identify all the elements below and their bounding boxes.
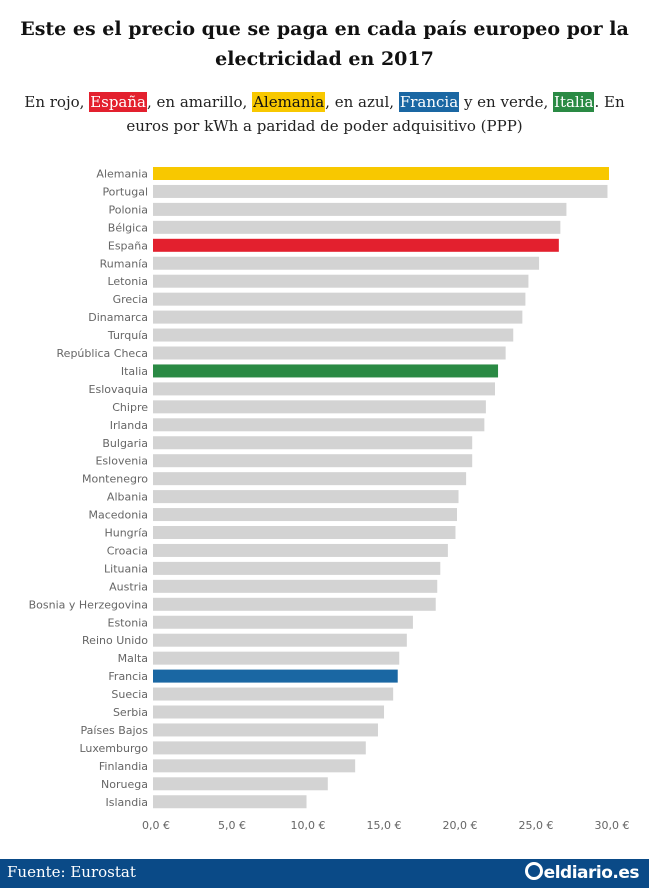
bar[interactable] [153, 705, 385, 719]
x-tick-label: 25,0 € [519, 819, 554, 832]
category-label: Rumanía [100, 257, 148, 270]
category-label: Austria [109, 580, 148, 593]
category-label: Albania [107, 491, 148, 504]
category-label: Islandia [105, 796, 148, 809]
bar[interactable] [153, 346, 506, 360]
subtitle-text-3: , en azul, [325, 93, 399, 111]
chart-title: Este es el precio que se paga en cada pa… [20, 18, 629, 70]
bar[interactable] [153, 202, 567, 216]
bar[interactable] [153, 490, 459, 504]
category-label: Grecia [113, 293, 148, 306]
category-label: Suecia [111, 688, 148, 701]
bar[interactable] [153, 167, 609, 180]
category-label: Italia [121, 365, 148, 378]
logo-text: eldiario.es [543, 863, 640, 883]
category-label: Reino Unido [82, 634, 148, 647]
category-label: Luxemburgo [79, 742, 148, 755]
bar[interactable] [153, 508, 457, 522]
category-label: Serbia [113, 706, 148, 719]
bar[interactable] [153, 382, 495, 396]
legend-france: Francia [398, 92, 460, 112]
bar[interactable] [153, 220, 561, 234]
bar[interactable] [153, 543, 448, 557]
bar[interactable] [153, 472, 467, 486]
category-label: Hungría [104, 527, 148, 540]
bar[interactable] [153, 633, 407, 647]
bar[interactable] [153, 310, 523, 324]
bar[interactable] [153, 364, 499, 378]
bar[interactable] [153, 418, 485, 432]
legend-italy: Italia [553, 92, 595, 112]
bar[interactable] [153, 454, 473, 468]
bar[interactable] [153, 597, 436, 611]
bar[interactable] [153, 400, 486, 414]
bar[interactable] [153, 741, 366, 755]
category-label: Eslovaquia [89, 383, 148, 396]
subtitle-text-5: . En euros por kWh a paridad de poder ad… [126, 93, 625, 135]
category-label: Dinamarca [88, 311, 148, 324]
category-label: Eslovenia [95, 455, 148, 468]
bar[interactable] [153, 777, 328, 791]
bar[interactable] [153, 687, 394, 701]
category-label: Turquía [107, 329, 148, 342]
bar[interactable] [153, 795, 307, 809]
category-label: Bosnia y Herzegovina [29, 598, 148, 611]
subtitle-text-1: En rojo, [24, 93, 90, 111]
logo-icon [524, 862, 543, 880]
chart-subtitle: En rojo, España, en amarillo, Alemania, … [10, 90, 639, 138]
x-tick-label: 30,0 € [595, 819, 630, 832]
bar[interactable] [153, 723, 378, 737]
category-label: Bélgica [108, 221, 148, 234]
category-label: Países Bajos [81, 724, 149, 737]
category-label: Croacia [107, 544, 148, 557]
bar[interactable] [153, 328, 514, 342]
category-label: Irlanda [110, 419, 148, 432]
category-label: Estonia [108, 616, 149, 629]
category-label: Montenegro [82, 473, 148, 486]
bar[interactable] [153, 238, 559, 252]
footer-bar: Fuente: Eurostat eldiario.es [0, 859, 649, 888]
category-label: Polonia [108, 203, 148, 216]
bar[interactable] [153, 184, 608, 198]
category-label: Noruega [101, 778, 148, 791]
subtitle-text-4: y en verde, [459, 93, 554, 111]
x-tick-label: 20,0 € [443, 819, 478, 832]
category-label: Macedonia [88, 509, 148, 522]
legend-germany: Alemania [252, 92, 326, 112]
category-label: Chipre [112, 401, 148, 414]
x-tick-label: 10,0 € [291, 819, 326, 832]
legend-spain: España [89, 92, 147, 112]
bar[interactable] [153, 292, 526, 306]
x-tick-label: 5,0 € [218, 819, 246, 832]
brand-logo[interactable]: eldiario.es [524, 862, 640, 883]
subtitle-text-2: , en amarillo, [146, 93, 253, 111]
source-label: Fuente: Eurostat [7, 863, 136, 881]
category-label: República Checa [57, 347, 148, 360]
category-label: Alemania [96, 168, 148, 181]
category-label: Portugal [102, 185, 148, 198]
bar[interactable] [153, 526, 456, 539]
bar[interactable] [153, 579, 438, 593]
bar-chart: Alemania Portugal Polonia Bélgica España Ruma… [29, 167, 630, 832]
x-tick-label: 15,0 € [367, 819, 402, 832]
category-label: España [108, 239, 148, 252]
bar[interactable] [153, 561, 441, 575]
category-label: Bulgaria [102, 437, 148, 450]
bar[interactable] [153, 615, 413, 629]
bar[interactable] [153, 256, 540, 270]
category-label: Francia [108, 670, 148, 683]
bar[interactable] [153, 436, 473, 450]
bar[interactable] [153, 669, 398, 683]
category-label: Malta [118, 652, 148, 665]
bar[interactable] [153, 759, 356, 773]
category-label: Lituania [104, 562, 148, 575]
bar[interactable] [153, 274, 529, 288]
category-label: Letonia [107, 275, 148, 288]
bar[interactable] [153, 651, 400, 665]
x-tick-label: 0,0 € [142, 819, 170, 832]
category-label: Finlandia [99, 760, 148, 773]
